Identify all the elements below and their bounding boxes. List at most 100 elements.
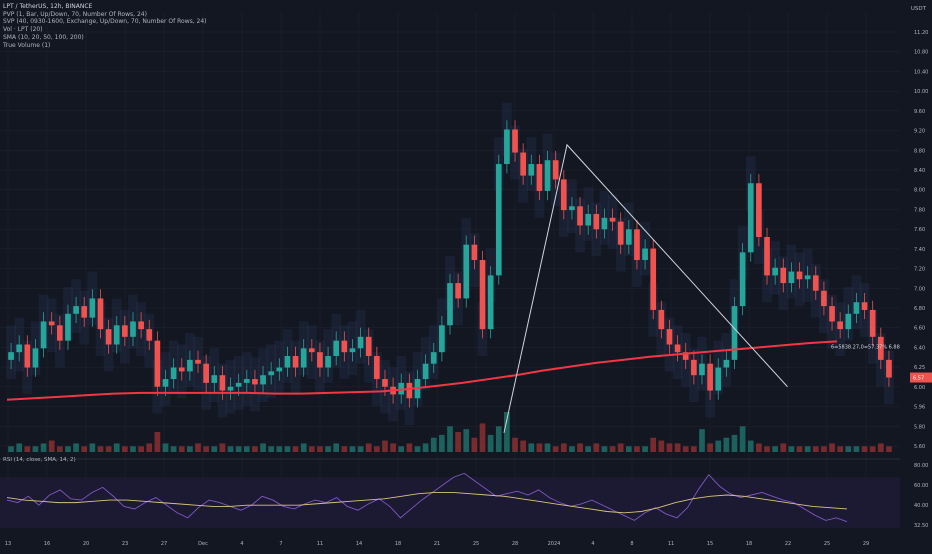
candle-body [260, 375, 266, 385]
candle-body [24, 344, 31, 368]
volume-bar [780, 443, 787, 452]
candle-body [154, 340, 161, 387]
time-tick-label: 4 [591, 541, 594, 547]
volume-bar [560, 443, 567, 452]
volume-bar [268, 446, 275, 452]
volume-bar [333, 443, 340, 452]
volume-bar [292, 446, 299, 452]
volume-bar [260, 443, 266, 452]
sma-line [6, 340, 838, 401]
price-tick-label: 5.60 [914, 444, 925, 450]
volume-bar [577, 443, 583, 452]
candle-body [487, 275, 494, 330]
candle-body [699, 363, 705, 376]
candle-body [16, 344, 23, 353]
volume-bar [300, 443, 307, 452]
volume-bar [821, 446, 827, 452]
volume-bar [520, 440, 527, 452]
candle-body [447, 283, 453, 326]
volume-bar [617, 443, 624, 452]
time-tick-label: 4 [240, 541, 243, 547]
candle-body [609, 217, 616, 222]
volume-bar [723, 437, 730, 452]
candle-body [707, 363, 713, 391]
candle-body [89, 298, 96, 318]
legend-line-true-volume[interactable]: True Volume (1) [3, 41, 51, 49]
price-tag [910, 372, 932, 383]
symbol-title[interactable]: LPT / TetherUS, 12h, BINANCE [3, 3, 93, 10]
time-tick-label: 20 [83, 541, 89, 547]
candle-body [585, 213, 592, 226]
volume-bar [235, 446, 242, 452]
candle-body [65, 313, 71, 341]
volume-bar [829, 443, 835, 452]
candles [8, 120, 892, 408]
volume-bar [284, 446, 291, 452]
trend-drawing[interactable]: 6=5838.27,0=57.37% 6.88 [503, 143, 900, 433]
rsi-pane [0, 458, 900, 528]
price-tick-label: 9.60 [914, 109, 925, 115]
volume-bar [439, 434, 445, 452]
volume-bar [130, 446, 136, 452]
candle-body [81, 306, 88, 318]
trend-polyline [503, 143, 788, 433]
price-tick-label: 10.00 [914, 89, 928, 95]
volume-bar [170, 446, 177, 452]
volume-bar [219, 443, 226, 452]
volume-bar [658, 440, 665, 452]
rsi-tick-label: 40.00 [914, 503, 928, 509]
volume-bar [861, 446, 868, 452]
legend-line-vol[interactable]: Vol · LPT (20) [3, 26, 43, 34]
volume-bar [227, 446, 234, 452]
volume-bar [154, 432, 161, 452]
annotation-label: 6=5838.27,0=57.37% 6.88 [831, 344, 900, 350]
candle-body [8, 352, 14, 360]
candle-body [276, 367, 283, 372]
volume-bar [837, 446, 844, 452]
candle-body [796, 271, 803, 280]
volume-bar [487, 434, 494, 452]
candle-body [512, 129, 518, 153]
candle-body [772, 267, 778, 276]
candle-body [812, 275, 819, 291]
volume-bar [796, 446, 803, 452]
volume-bar [422, 443, 429, 452]
volume-bar [430, 437, 437, 452]
rsi-legend[interactable]: RSI (14, close, SMA, 14, 2) [3, 457, 76, 463]
price-tick-label: 5.96 [914, 405, 925, 411]
candle-body [398, 382, 405, 395]
time-tick-label: 25 [473, 541, 479, 547]
volume-bar [406, 443, 413, 452]
volume-bar [756, 443, 762, 452]
candle-body [552, 160, 559, 180]
volume-bar [203, 446, 209, 452]
candle-body [325, 356, 331, 368]
candle-body [97, 298, 104, 330]
volume-bar [625, 446, 632, 452]
candle-body [886, 359, 892, 378]
volume-bar [341, 446, 348, 452]
volume-bar [357, 446, 364, 452]
legend-line-pvp[interactable]: PVP (1, Bar, Up/Down, 70, Number Of Rows… [3, 10, 147, 18]
rsi-tick-label: 80.00 [914, 463, 928, 469]
volume-bar [162, 443, 169, 452]
candle-body [105, 329, 112, 345]
price-tick-label: 8.00 [914, 188, 925, 194]
volume-bar [308, 446, 315, 452]
candle-body [577, 206, 583, 226]
price-tick-label: 6.80 [914, 306, 925, 312]
volume-bar [398, 446, 405, 452]
candle-body [40, 321, 47, 349]
legend-line-sma[interactable]: SMA (10, 20, 50, 100, 200) [3, 33, 84, 41]
candle-body [739, 252, 746, 307]
price-tick-label: 7.60 [914, 227, 925, 233]
volume-bar [593, 443, 600, 452]
candle-body [300, 348, 307, 368]
currency-label[interactable]: USDT [910, 6, 926, 12]
legend-line-svp[interactable]: SVP (40, 0930-1600, Exchange, Up/Down, 7… [3, 18, 207, 26]
price-tick-label: 7.80 [914, 207, 925, 213]
rsi-ma-line [6, 492, 848, 514]
candle-body [382, 379, 388, 387]
